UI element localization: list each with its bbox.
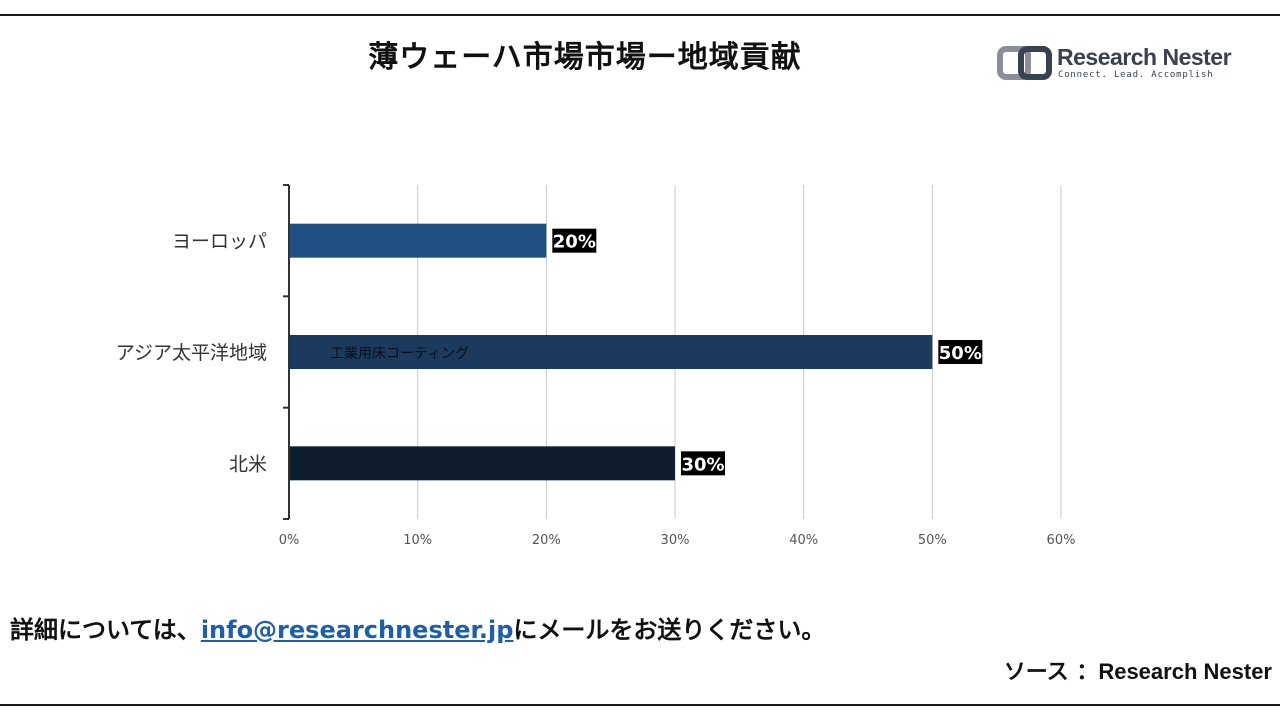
bar-chart: 0% 10% 20% 30% 40% 50% 60% ヨーロッパ 20% アジア太平洋地域 50% 北… <box>116 184 1076 548</box>
x-tick-label: 50% <box>918 533 947 548</box>
category-label: ヨーロッパ <box>172 231 267 253</box>
category-label: 北米 <box>229 453 267 475</box>
x-tick-label: 40% <box>789 533 818 548</box>
value-label: 50% <box>939 343 982 364</box>
contact-suffix: にメールをお送りください。 <box>513 616 826 644</box>
bar <box>290 335 933 369</box>
source-prefix: ソース ： <box>1003 660 1099 685</box>
value-label-box <box>552 228 597 253</box>
chart-title: 薄ウェーハ市場市場ー地域貢献 <box>368 40 802 75</box>
watermark-text: 工業用床コーティング <box>330 346 469 362</box>
x-tick-label: 10% <box>403 533 432 548</box>
logo-mark-icon <box>997 46 1052 80</box>
logo-name: Research Nester <box>1057 44 1232 70</box>
bottom-divider <box>0 704 1280 706</box>
top-divider <box>0 14 1280 16</box>
research-nester-logo: Research Nester Connect. Lead. Accomplis… <box>997 44 1237 84</box>
bar <box>290 446 675 481</box>
logo-tagline: Connect. Lead. Accomplish <box>1058 70 1214 80</box>
x-tick-label: 20% <box>532 533 561 548</box>
x-tick-label: 30% <box>661 533 690 548</box>
source-line: ソース ：Research Nester <box>1004 654 1272 686</box>
value-label: 20% <box>553 232 596 253</box>
category-label: アジア太平洋地域 <box>116 342 267 364</box>
value-label: 30% <box>681 454 724 475</box>
value-label-box <box>681 451 725 476</box>
x-tick-label: 60% <box>1047 533 1076 548</box>
contact-line: 詳細については、info@researchnester.jpにメールをお送りくだ… <box>10 610 825 645</box>
value-label-box <box>938 340 983 364</box>
email-link[interactable]: info@researchnester.jp <box>200 616 514 644</box>
bar <box>290 223 547 258</box>
source-name: Research Nester <box>1098 659 1272 684</box>
contact-prefix: 詳細については、 <box>10 616 201 644</box>
x-tick-label: 0% <box>279 533 300 548</box>
